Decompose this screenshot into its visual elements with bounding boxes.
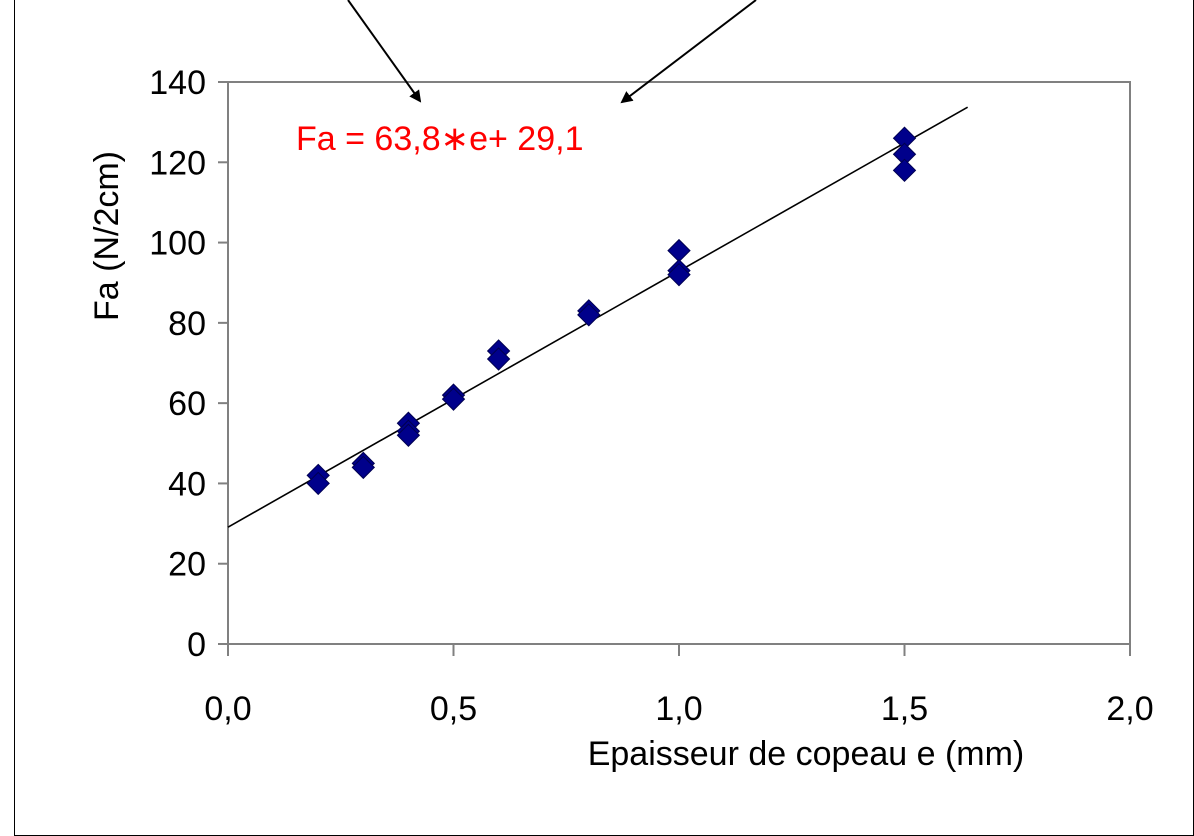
plot-area [227, 81, 1131, 645]
y-tick-label: 20 [168, 546, 206, 584]
x-tick-label: 0,0 [204, 690, 251, 728]
x-tick-label: 2,0 [1106, 690, 1153, 728]
y-tick-label: 100 [149, 225, 206, 263]
data-points [306, 126, 917, 496]
x-axis-title: Epaisseur de copeau e (mm) [588, 735, 1025, 773]
data-point [351, 455, 376, 480]
data-point [667, 262, 691, 287]
annotation-arrow-left [347, 0, 422, 103]
data-point [577, 303, 601, 327]
y-axis: 0 20 40 60 80 100 120 140 [149, 64, 228, 664]
x-tick-label: 0,5 [430, 690, 477, 728]
trendline-equation: Fa = 63,8∗e+ 29,1 [296, 120, 583, 158]
y-tick-label: 140 [149, 64, 206, 102]
x-axis: 0,0 0,5 1,0 1,5 2,0 [204, 644, 1154, 728]
y-tick-label: 40 [168, 465, 206, 503]
y-tick-label: 120 [149, 144, 206, 182]
y-tick-label: 60 [168, 385, 206, 423]
data-point [306, 471, 330, 496]
x-tick-label: 1,0 [655, 690, 702, 728]
y-tick-label: 0 [187, 626, 206, 664]
data-point [396, 423, 421, 447]
annotation-arrow-right [620, 0, 757, 104]
data-point [441, 387, 466, 411]
data-point [486, 347, 511, 371]
y-tick-label: 80 [168, 305, 206, 343]
data-point [892, 158, 917, 183]
y-axis-title: Fa (N/2cm) [88, 151, 126, 321]
x-tick-label: 1,5 [881, 690, 928, 728]
